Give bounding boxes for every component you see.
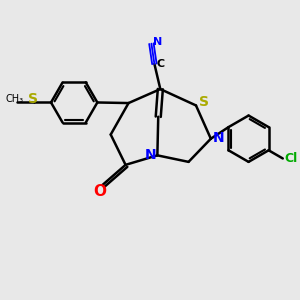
Text: Cl: Cl — [284, 152, 298, 165]
Text: S: S — [199, 95, 209, 109]
Text: C: C — [156, 59, 164, 69]
Text: S: S — [28, 92, 38, 106]
Text: N: N — [212, 131, 224, 145]
Text: N: N — [153, 37, 162, 47]
Text: O: O — [94, 184, 106, 199]
Text: N: N — [145, 148, 156, 162]
Text: CH₃: CH₃ — [6, 94, 24, 104]
